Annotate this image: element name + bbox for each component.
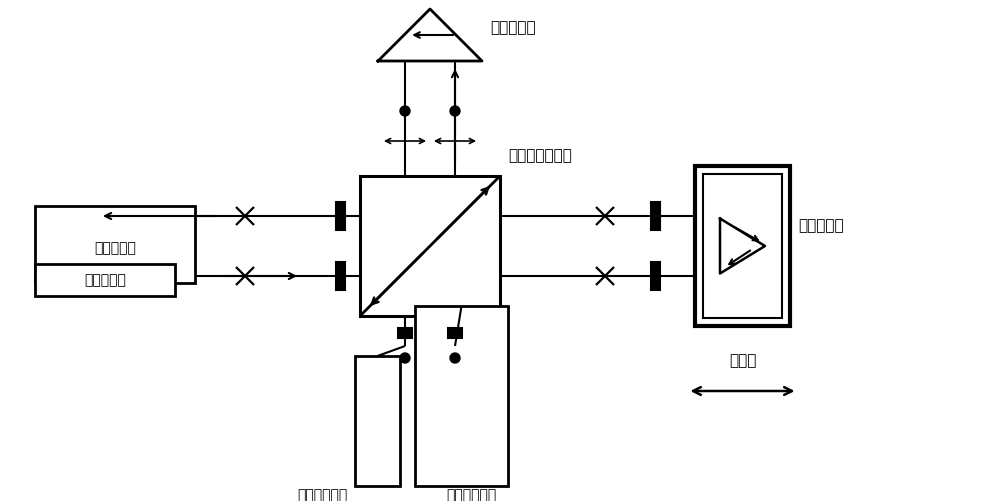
Text: 共用偏振分光镜: 共用偏振分光镜 [508, 148, 572, 163]
Text: 共用参考镜: 共用参考镜 [490, 20, 536, 35]
Bar [398, 328, 412, 338]
Bar [35, 206, 195, 283]
Text: 标准接收器: 标准接收器 [84, 273, 126, 287]
Circle shape [450, 353, 460, 363]
Bar [35, 264, 175, 296]
Bar [336, 202, 344, 230]
Bar [703, 174, 782, 318]
Text: 运动台: 运动台 [729, 354, 756, 369]
Bar [336, 262, 344, 290]
Circle shape [450, 106, 460, 116]
Bar [448, 328, 462, 338]
Bar [650, 262, 660, 290]
Bar [415, 306, 508, 486]
Circle shape [400, 353, 410, 363]
Bar [355, 356, 400, 486]
Bar [360, 176, 500, 316]
Text: 标准激光器: 标准激光器 [94, 241, 136, 255]
Circle shape [400, 106, 410, 116]
Text: 被校准激光器: 被校准激光器 [446, 488, 497, 501]
Bar [650, 202, 660, 230]
Text: 共用测量镜: 共用测量镜 [798, 218, 844, 233]
Text: 被校准接收器: 被校准接收器 [297, 488, 348, 501]
Bar [695, 166, 790, 326]
